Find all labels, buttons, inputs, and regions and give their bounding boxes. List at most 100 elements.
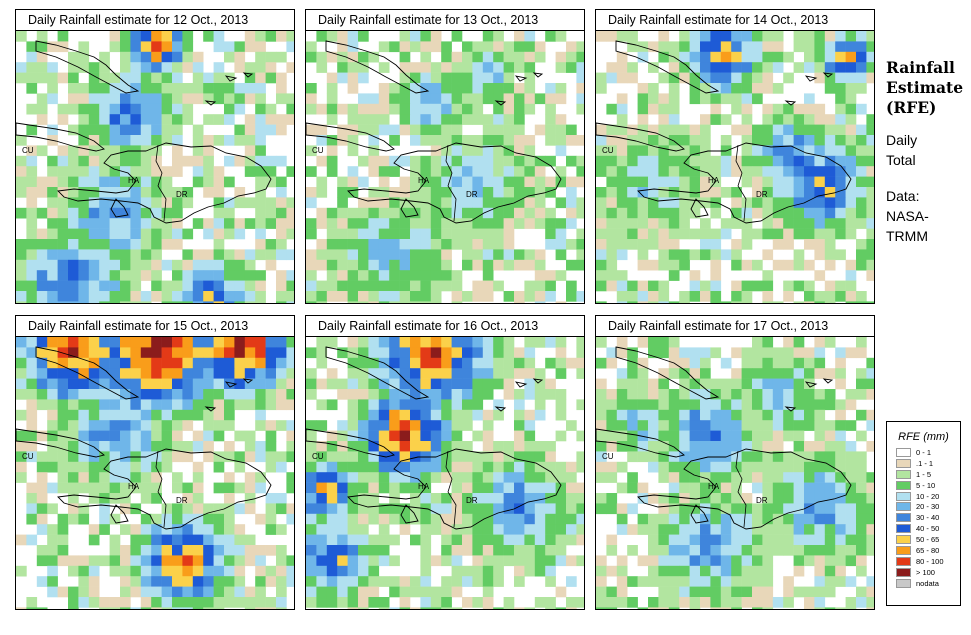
coastline (784, 378, 834, 412)
rainfall-cell (420, 62, 432, 73)
rainfall-cell (772, 155, 784, 167)
rainfall-cell (130, 555, 142, 567)
rainfall-cell (326, 103, 338, 115)
legend-item: 0 - 1 (887, 447, 960, 458)
rainfall-cell (99, 249, 110, 261)
rainfall-cell (804, 62, 815, 73)
rainfall-cell (47, 357, 58, 369)
rainfall-cell (451, 493, 463, 504)
rainfall-cell (203, 31, 214, 42)
rainfall-cell (752, 409, 763, 421)
rainfall-cell (151, 291, 162, 302)
rainfall-cell (36, 239, 48, 250)
rainfall-cell (276, 124, 287, 136)
rainfall-cell (368, 451, 380, 463)
rainfall-cell (752, 545, 763, 556)
rainfall-cell (493, 239, 504, 250)
rainfall-cell (88, 239, 100, 250)
rainfall-cell (265, 62, 277, 73)
rainfall-cell (856, 524, 867, 535)
rainfall-cell (151, 555, 162, 567)
rainfall-cell (276, 176, 287, 188)
rainfall-cell (710, 420, 722, 431)
rainfall-cell (845, 103, 857, 115)
coastline (35, 346, 140, 400)
rainfall-cell (192, 357, 204, 369)
rainfall-cell (244, 399, 256, 411)
rainfall-cell (420, 430, 432, 442)
rainfall-cell (78, 176, 90, 188)
rainfall-cell (814, 430, 826, 442)
rainfall-cell (358, 524, 369, 535)
rainfall-cell (555, 482, 567, 494)
rainfall-cell (824, 513, 836, 525)
rainfall-cell (596, 166, 607, 177)
rainfall-cell (109, 545, 121, 556)
rainfall-cell (514, 555, 525, 567)
rainfall-cell (161, 513, 173, 525)
rainfall-cell (430, 176, 442, 188)
rainfall-cell (430, 430, 442, 442)
rainfall-cell (326, 280, 338, 292)
rainfall-cell (472, 41, 484, 53)
rainfall-cell (224, 155, 235, 167)
rainfall-cell (710, 301, 722, 303)
rainfall-cell (151, 72, 162, 84)
rainfall-cell (441, 513, 452, 525)
rainfall-cell (689, 176, 701, 188)
rainfall-cell (99, 472, 110, 483)
rainfall-cell (451, 218, 463, 229)
rainfall-cell (161, 114, 173, 125)
rainfall-cell (710, 280, 722, 292)
rainfall-cell (430, 399, 442, 411)
rainfall-cell (224, 207, 235, 219)
rainfall-cell (410, 472, 421, 483)
rainfall-cell (430, 124, 442, 136)
rainfall-cell (441, 62, 452, 73)
rainfall-cell (213, 135, 225, 146)
rainfall-cell (16, 155, 27, 167)
rainfall-cell (172, 409, 183, 421)
rainfall-cell (720, 430, 732, 442)
rainfall-cell (731, 239, 742, 250)
rainfall-cell (213, 83, 225, 94)
rainfall-cell (482, 534, 494, 546)
rainfall-cell (378, 176, 390, 188)
rainfall-cell (36, 207, 48, 219)
rainfall-cell (524, 207, 536, 219)
rainfall-cell (109, 357, 121, 369)
rainfall-cell (99, 368, 110, 379)
rainfall-cell (36, 378, 48, 390)
rainfall-cell (203, 565, 214, 577)
rainfall-cell (668, 545, 680, 556)
rainfall-cell (783, 451, 794, 463)
rainfall-cell (866, 524, 874, 535)
rainfall-cell (306, 301, 317, 303)
rainfall-cell (203, 83, 214, 94)
rainfall-cell (503, 187, 515, 198)
rainfall-cell (203, 597, 214, 608)
rainfall-cell (203, 409, 214, 421)
rainfall-cell (441, 420, 452, 431)
rainfall-cell (804, 228, 815, 240)
legend-swatch (896, 556, 911, 566)
rainfall-cell (265, 430, 277, 442)
rainfall-cell (616, 93, 628, 105)
rainfall-cell (793, 103, 805, 115)
rainfall-cell (700, 513, 711, 525)
rainfall-cell (804, 555, 815, 567)
rainfall-cell (161, 441, 173, 452)
rainfall-cell (783, 399, 794, 411)
rainfall-cell (316, 472, 328, 483)
rainfall-cell (68, 482, 79, 494)
rainfall-cell (88, 524, 100, 535)
rainfall-cell (462, 513, 473, 525)
rainfall-cell (679, 503, 690, 515)
rainfall-cell (244, 291, 256, 302)
rainfall-cell (410, 461, 421, 473)
rainfall-cell (244, 472, 256, 483)
rainfall-cell (772, 301, 784, 303)
rainfall-cell (57, 187, 69, 198)
rainfall-cell (493, 259, 504, 271)
rainfall-cell (752, 368, 763, 379)
